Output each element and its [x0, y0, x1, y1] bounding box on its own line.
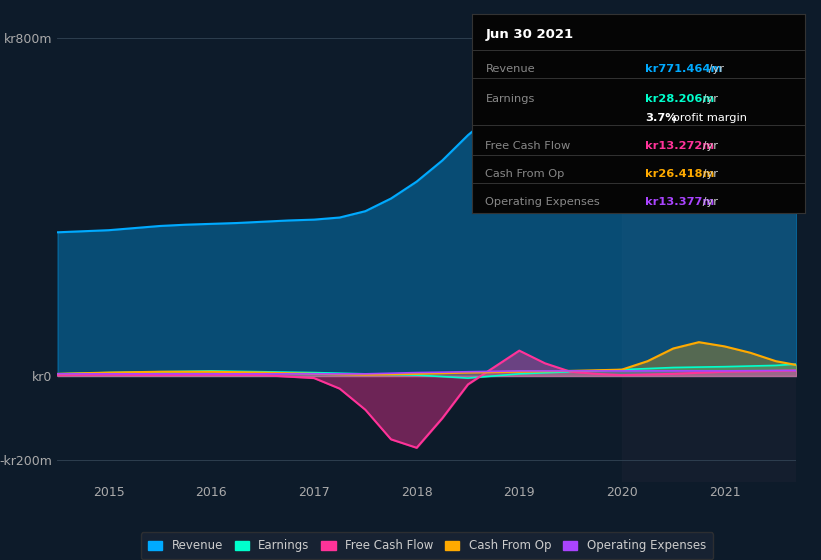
Text: profit margin: profit margin	[669, 113, 747, 123]
Text: Cash From Op: Cash From Op	[485, 169, 565, 179]
Text: kr771.464m: kr771.464m	[645, 64, 722, 74]
Text: Operating Expenses: Operating Expenses	[485, 197, 600, 207]
Text: 3.7%: 3.7%	[645, 113, 677, 123]
Text: Free Cash Flow: Free Cash Flow	[485, 141, 571, 151]
Legend: Revenue, Earnings, Free Cash Flow, Cash From Op, Operating Expenses: Revenue, Earnings, Free Cash Flow, Cash …	[140, 532, 713, 559]
Text: /yr: /yr	[699, 141, 718, 151]
Bar	[622, 17, 796, 482]
Text: Revenue: Revenue	[485, 64, 535, 74]
Text: /yr: /yr	[699, 197, 718, 207]
Text: Jun 30 2021: Jun 30 2021	[485, 28, 574, 41]
Text: kr13.377m: kr13.377m	[645, 197, 714, 207]
Text: kr28.206m: kr28.206m	[645, 94, 714, 104]
Text: Earnings: Earnings	[485, 94, 534, 104]
Text: /yr: /yr	[699, 94, 718, 104]
Text: kr26.418m: kr26.418m	[645, 169, 714, 179]
Text: /yr: /yr	[704, 64, 724, 74]
Text: /yr: /yr	[699, 169, 718, 179]
Text: kr13.272m: kr13.272m	[645, 141, 714, 151]
